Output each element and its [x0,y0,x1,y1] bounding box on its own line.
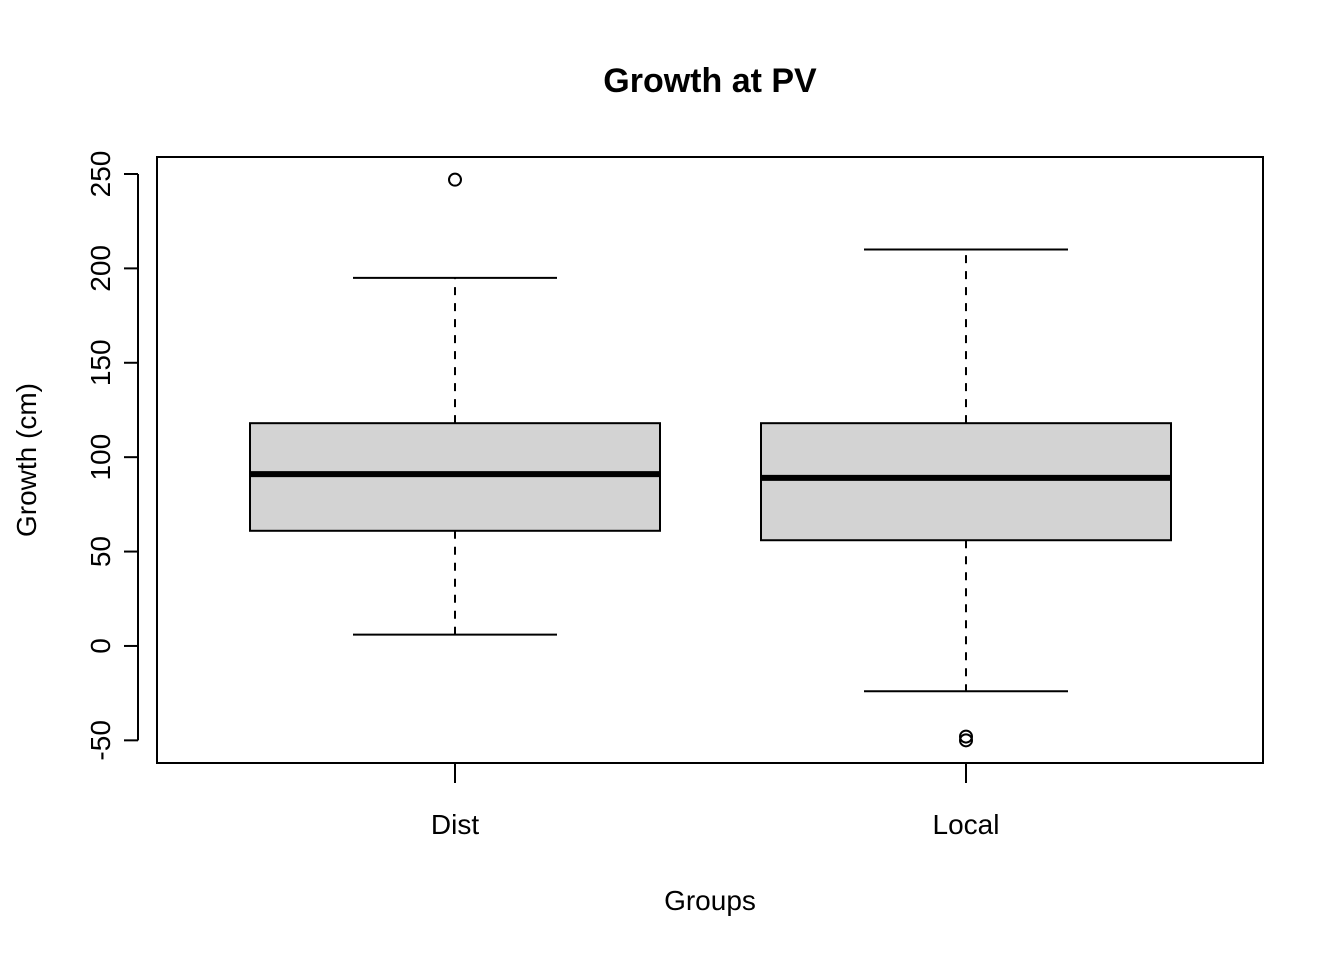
x-tick-label: Dist [431,809,479,840]
outlier-point [448,172,462,187]
outlier-point [959,729,973,744]
x-tick-label: Local [933,809,1000,840]
boxplot-series [249,172,1172,748]
y-tick-label: 150 [85,339,116,386]
y-axis: -50 0 50 100 150 200 250 [85,151,139,761]
x-axis: Dist Local [431,763,1000,840]
y-tick-label: 100 [85,434,116,481]
y-tick-label: 250 [85,151,116,198]
box-group-local [760,248,1172,748]
y-tick-label: 50 [85,536,116,567]
chart-title: Growth at PV [603,62,817,100]
outlier-point [959,733,973,748]
box-group-dist [249,172,661,636]
y-tick-label: 200 [85,245,116,292]
iqr-box [760,422,1172,542]
y-tick-label: 0 [85,638,116,654]
y-tick-label: -50 [85,720,116,760]
plot-frame [156,156,1264,764]
x-axis-label: Groups [664,885,756,916]
y-axis-label: Growth (cm) [11,383,42,537]
